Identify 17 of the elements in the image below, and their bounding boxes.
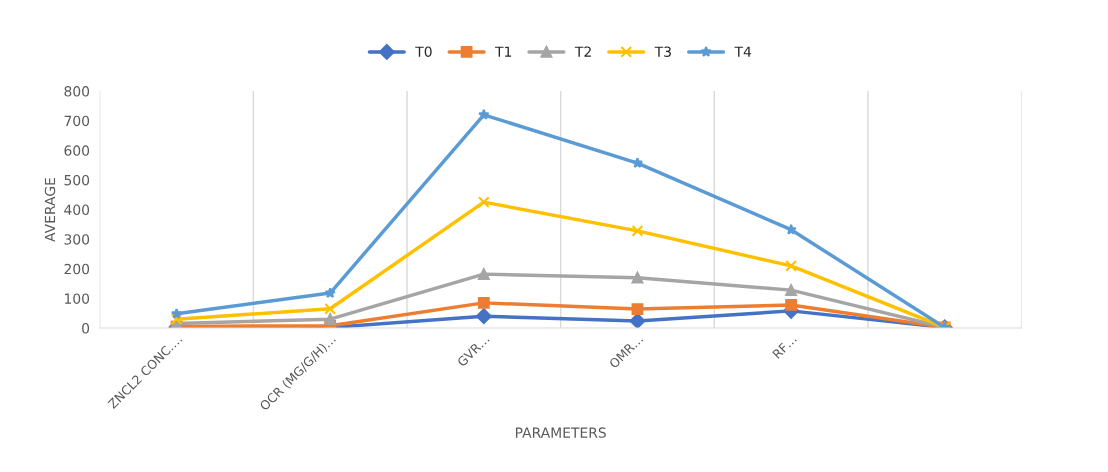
y-tick-label: 200 <box>64 263 90 275</box>
legend-label: T2 <box>574 46 591 57</box>
y-tick-label: 700 <box>64 115 90 127</box>
y-tick-label: 400 <box>64 204 90 216</box>
legend-label: T1 <box>495 46 512 57</box>
y-tick-label: 500 <box>64 174 90 186</box>
y-tick-label: 600 <box>64 145 90 156</box>
legend-label: T4 <box>734 46 752 57</box>
y-tick-label: 800 <box>64 86 90 97</box>
x-axis-title: PARAMETERS <box>515 427 606 438</box>
y-tick-label: 300 <box>64 234 90 245</box>
y-tick-label: 0 <box>82 323 90 334</box>
legend-label: T0 <box>415 46 432 57</box>
legend-label: T3 <box>654 46 671 57</box>
y-axis-title: AVERAGE <box>44 178 56 242</box>
y-tick-label: 100 <box>65 293 90 304</box>
x-tick-label: RF… <box>772 334 797 359</box>
